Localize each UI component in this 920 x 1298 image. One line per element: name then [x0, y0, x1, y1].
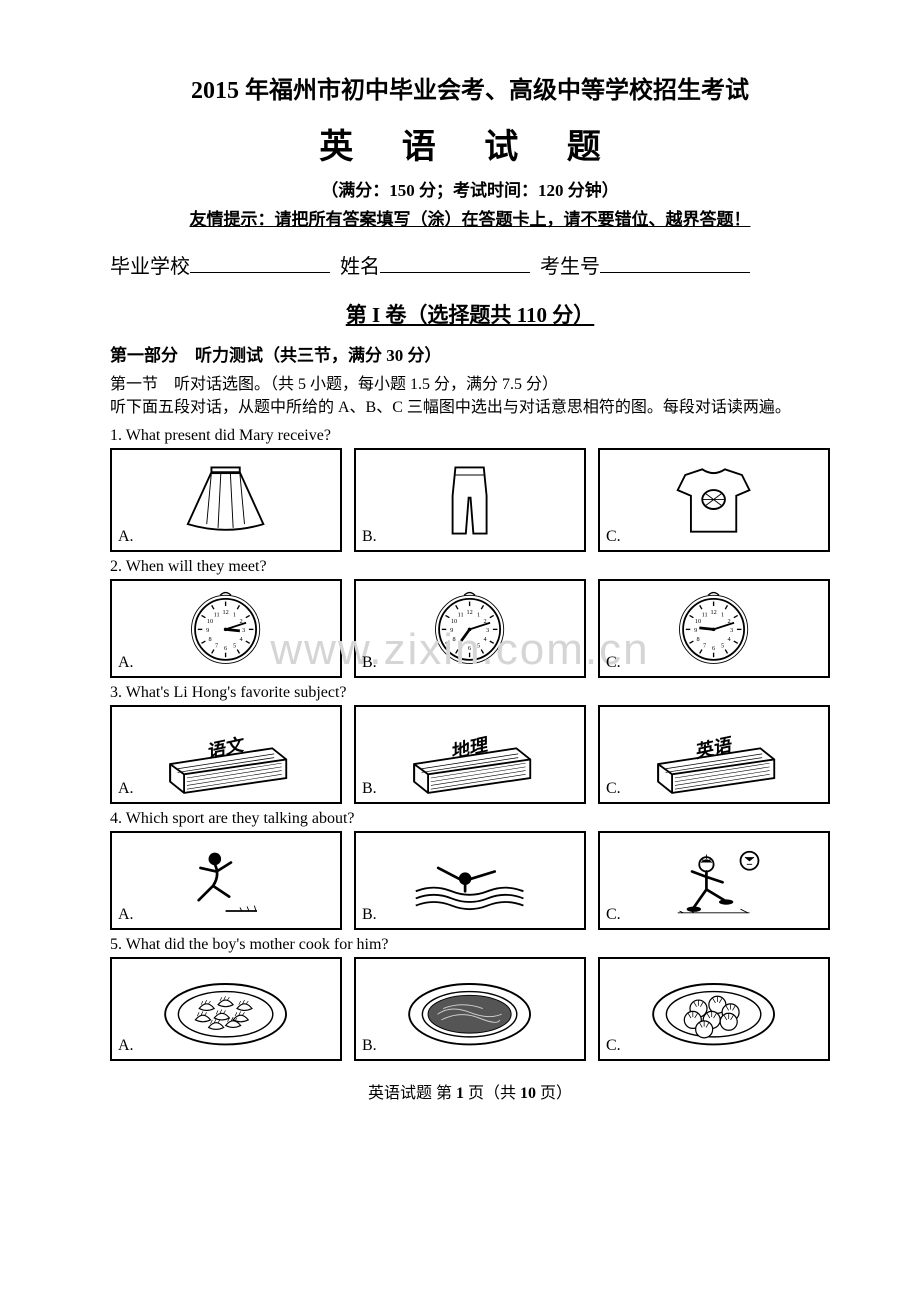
- option-letter: A.: [118, 1037, 134, 1055]
- id-label: 考生号: [540, 250, 600, 279]
- part-header: 第一部分 听力测试（共三节，满分 30 分）: [110, 341, 830, 366]
- question-text: 4. Which sport are they talking about?: [110, 810, 830, 828]
- questions-container: 1. What present did Mary receive? A. B. C…: [110, 427, 830, 1061]
- svg-text:8: 8: [697, 636, 700, 643]
- svg-text:3: 3: [730, 627, 733, 634]
- option-letter: C.: [606, 780, 621, 798]
- svg-text:5: 5: [233, 642, 236, 649]
- svg-text:7: 7: [215, 642, 218, 649]
- option-box[interactable]: A.: [110, 448, 342, 552]
- option-letter: B.: [362, 654, 377, 672]
- option-letter: B.: [362, 780, 377, 798]
- question-text: 2. When will they meet?: [110, 558, 830, 576]
- svg-text:11: 11: [702, 611, 708, 618]
- buns-icon: [600, 959, 828, 1059]
- page-footer: 英语试题 第 1 页（共 10 页）: [110, 1079, 830, 1103]
- option-box[interactable]: B.: [354, 831, 586, 930]
- main-title: 2015 年福州市初中毕业会考、高级中等学校招生考试: [110, 70, 830, 105]
- tshirt-icon: [600, 450, 828, 550]
- instruction-text: 听下面五段对话，从题中所给的 A、B、C 三幅图中选出与对话意思相符的图。每段对…: [110, 397, 830, 419]
- option-letter: A.: [118, 906, 134, 924]
- footer-suffix: 页）: [536, 1085, 572, 1102]
- question-text: 5. What did the boy's mother cook for hi…: [110, 936, 830, 954]
- footer-middle: 页（共: [464, 1085, 520, 1102]
- skirt-icon: [112, 450, 340, 550]
- svg-text:12: 12: [223, 609, 229, 616]
- question-text: 1. What present did Mary receive?: [110, 427, 830, 445]
- option-letter: B.: [362, 906, 377, 924]
- options-row: A. B. C.: [110, 957, 830, 1061]
- option-letter: B.: [362, 528, 377, 546]
- svg-text:9: 9: [206, 627, 209, 634]
- option-box[interactable]: A.: [110, 957, 342, 1061]
- question-text: 3. What's Li Hong's favorite subject?: [110, 684, 830, 702]
- svg-text:6: 6: [712, 645, 715, 652]
- option-box[interactable]: B. 地理: [354, 705, 586, 804]
- book-icon: 英语: [600, 707, 828, 802]
- option-box[interactable]: C.: [598, 957, 830, 1061]
- option-box[interactable]: C.: [598, 448, 830, 552]
- exam-page: 2015 年福州市初中毕业会考、高级中等学校招生考试 英 语 试 题 （满分：1…: [0, 0, 920, 1298]
- school-blank[interactable]: [190, 252, 330, 273]
- option-box[interactable]: A.: [110, 831, 342, 930]
- svg-text:3: 3: [242, 627, 245, 634]
- footer-total: 10: [520, 1085, 536, 1102]
- svg-text:10: 10: [695, 618, 701, 625]
- svg-text:9: 9: [694, 627, 697, 634]
- svg-text:8: 8: [209, 636, 212, 643]
- option-letter: A.: [118, 528, 134, 546]
- school-label: 毕业学校: [110, 250, 190, 279]
- option-letter: A.: [118, 654, 134, 672]
- footer-prefix: 英语试题 第: [368, 1085, 456, 1102]
- options-row: A. B. C.: [110, 448, 830, 552]
- svg-text:10: 10: [451, 618, 457, 625]
- svg-text:1: 1: [477, 611, 480, 618]
- svg-text:7: 7: [703, 642, 706, 649]
- option-box[interactable]: C. 英语: [598, 705, 830, 804]
- running-icon: [112, 833, 340, 928]
- name-blank[interactable]: [380, 252, 530, 273]
- football-icon: [600, 833, 828, 928]
- option-letter: C.: [606, 1037, 621, 1055]
- svg-text:12: 12: [467, 609, 473, 616]
- svg-text:5: 5: [721, 642, 724, 649]
- option-box[interactable]: B.: [354, 448, 586, 552]
- watermark-text: www.zixin.com.cn: [270, 625, 649, 675]
- svg-text:1: 1: [721, 611, 724, 618]
- book-icon: 语文: [112, 707, 340, 802]
- warning-text: 友情提示：请把所有答案填写（涂）在答题卡上，请不要错位、越界答题！: [110, 205, 830, 230]
- student-info-line: 毕业学校 姓名 考生号: [110, 250, 830, 279]
- svg-text:6: 6: [224, 645, 227, 652]
- pants-icon: [356, 450, 584, 550]
- options-row: A. 语文B. 地理C. 英语: [110, 705, 830, 804]
- option-letter: B.: [362, 1037, 377, 1055]
- swimming-icon: [356, 833, 584, 928]
- option-letter: A.: [118, 780, 134, 798]
- option-box[interactable]: B.: [354, 957, 586, 1061]
- name-label: 姓名: [340, 250, 380, 279]
- option-box[interactable]: C.: [598, 831, 830, 930]
- footer-current: 1: [456, 1085, 464, 1102]
- svg-text:12: 12: [711, 609, 717, 616]
- option-letter: C.: [606, 528, 621, 546]
- option-letter: C.: [606, 906, 621, 924]
- subpart-header: 第一节 听对话选图。（共 5 小题，每小题 1.5 分，满分 7.5 分）: [110, 370, 830, 394]
- svg-text:11: 11: [458, 611, 464, 618]
- book-icon: 地理: [356, 707, 584, 802]
- subject-title: 英 语 试 题: [110, 119, 830, 168]
- id-blank[interactable]: [600, 252, 750, 273]
- svg-text:10: 10: [207, 618, 213, 625]
- noodles-icon: [356, 959, 584, 1059]
- options-row: A. B. C.: [110, 831, 830, 930]
- exam-meta: （满分：150 分；考试时间：120 分钟）: [110, 176, 830, 201]
- svg-text:1: 1: [233, 611, 236, 618]
- volume-header: 第 I 卷（选择题共 110 分）: [110, 299, 830, 329]
- dumplings-icon: [112, 959, 340, 1059]
- option-letter: C.: [606, 654, 621, 672]
- svg-text:11: 11: [214, 611, 220, 618]
- option-box[interactable]: A. 语文: [110, 705, 342, 804]
